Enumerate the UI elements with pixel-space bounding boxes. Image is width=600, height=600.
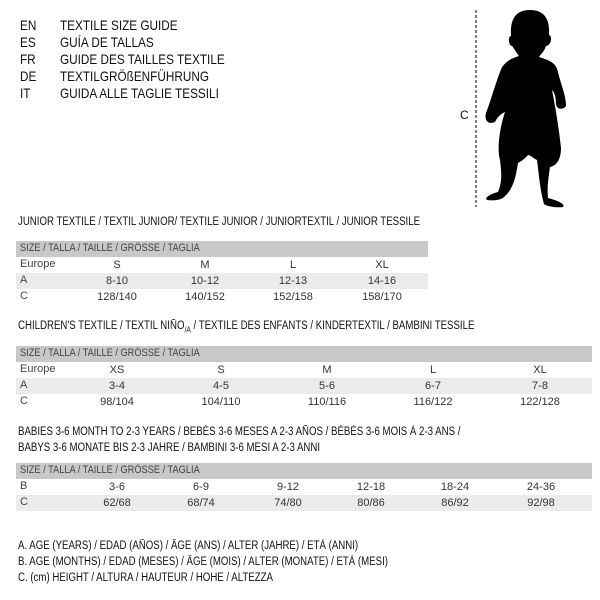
table-cell: 8-10 — [105, 275, 129, 287]
table-cell: 92/98 — [527, 497, 555, 509]
size-header-label: SIZE / TALLA / TAILLE / GRÖSSE / TAGLIA — [20, 464, 200, 476]
table-cell: 3-4 — [109, 380, 125, 392]
table-cell: 9-12 — [276, 481, 300, 493]
table-cell: 24-36 — [526, 481, 556, 493]
language-code: FR — [20, 51, 36, 67]
language-title: TEXTILE SIZE GUIDE — [60, 17, 178, 33]
table-cell: 152/158 — [273, 291, 313, 303]
table-cell: 80/86 — [357, 497, 385, 509]
junior-title: JUNIOR TEXTILE / TEXTIL JUNIOR/ TEXTILE … — [18, 216, 421, 228]
table-cell: S — [217, 364, 225, 376]
table-cell: XS — [109, 364, 125, 376]
table-cell: M — [322, 364, 332, 376]
table-row: Europe S M L XL — [16, 257, 428, 273]
table-cell: 5-6 — [319, 380, 335, 392]
size-header-row: SIZE / TALLA / TAILLE / GRÖSSE / TAGLIA — [16, 241, 428, 257]
row-label: B — [20, 480, 28, 492]
row-label: A — [20, 379, 28, 391]
children-title: CHILDREN'S TEXTILE / TEXTIL NIÑO/A / TEX… — [18, 320, 475, 335]
table-cell: 128/140 — [97, 291, 137, 303]
row-label: Europe — [20, 258, 56, 270]
table-cell: 68/74 — [187, 497, 215, 509]
babies-title-line1: BABIES 3-6 MONTH TO 2-3 YEARS / BEBÉS 3-… — [18, 426, 461, 438]
babies-title-line2: BABYS 3-6 MONATE BIS 2-3 JAHRE / BAMBINI… — [18, 442, 321, 454]
language-code: IT — [20, 85, 31, 101]
table-cell: M — [200, 259, 210, 271]
table-cell: 86/92 — [441, 497, 469, 509]
table-cell: 122/128 — [520, 396, 560, 408]
size-header-row: SIZE / TALLA / TAILLE / GRÖSSE / TAGLIA — [16, 346, 592, 362]
table-row: A 8-10 10-12 12-13 14-16 — [16, 273, 428, 289]
size-header-label: SIZE / TALLA / TAILLE / GRÖSSE / TAGLIA — [20, 347, 200, 359]
table-cell: L — [429, 364, 437, 376]
language-title: GUIDA ALLE TAGLIE TESSILI — [60, 85, 219, 101]
table-cell: 12-18 — [356, 481, 386, 493]
table-row: A 3-4 4-5 5-6 6-7 7-8 — [16, 378, 592, 394]
language-code: EN — [20, 17, 37, 33]
table-cell: 14-16 — [367, 275, 397, 287]
language-title: GUÍA DE TALLAS — [60, 34, 154, 50]
table-cell: XL — [533, 364, 547, 376]
table-cell: 140/152 — [185, 291, 225, 303]
language-code: DE — [20, 68, 37, 84]
table-cell: 62/68 — [103, 497, 131, 509]
table-cell: 116/122 — [413, 396, 453, 408]
language-title: TEXTILGRÖßENFÜHRUNG — [60, 68, 209, 84]
row-label: C — [20, 395, 28, 407]
table-cell: 10-12 — [190, 275, 220, 287]
junior-size-table: SIZE / TALLA / TAILLE / GRÖSSE / TAGLIA E… — [16, 241, 428, 305]
height-label: C — [460, 108, 469, 122]
legend-c: C. (cm) HEIGHT / ALTURA / HAUTEUR / HÖHE… — [18, 572, 273, 584]
babies-size-table: SIZE / TALLA / TAILLE / GRÖSSE / TAGLIA B… — [16, 463, 592, 511]
table-cell: 12-13 — [278, 275, 308, 287]
table-cell: XL — [375, 259, 389, 271]
table-cell: 110/116 — [307, 396, 347, 408]
table-cell: 6-7 — [425, 380, 441, 392]
table-cell: 74/80 — [274, 497, 302, 509]
legend-b: B. AGE (MONTHS) / EDAD (MESES) / ÂGE (MO… — [18, 556, 388, 568]
row-label: C — [20, 290, 28, 302]
table-row: C 128/140 140/152 152/158 158/170 — [16, 289, 428, 305]
table-cell: 98/104 — [100, 396, 134, 408]
size-header-label: SIZE / TALLA / TAILLE / GRÖSSE / TAGLIA — [20, 242, 200, 254]
row-label: A — [20, 274, 28, 286]
table-row: C 98/104 104/110 110/116 116/122 122/128 — [16, 394, 592, 410]
language-code: ES — [20, 34, 36, 50]
table-cell: 158/170 — [362, 291, 402, 303]
table-cell: 3-6 — [109, 481, 125, 493]
table-cell: S — [113, 259, 121, 271]
table-cell: 18-24 — [440, 481, 470, 493]
row-label: Europe — [20, 363, 56, 375]
baby-silhouette-icon — [485, 10, 566, 208]
table-cell: 4-5 — [213, 380, 229, 392]
language-title: GUIDE DES TAILLES TEXTILE — [60, 51, 225, 67]
children-size-table: SIZE / TALLA / TAILLE / GRÖSSE / TAGLIA E… — [16, 346, 592, 410]
table-row: Europe XS S M L XL — [16, 362, 592, 378]
baby-silhouette-figure — [475, 10, 566, 208]
table-row: B 3-6 6-9 9-12 12-18 18-24 24-36 — [16, 479, 592, 495]
size-header-row: SIZE / TALLA / TAILLE / GRÖSSE / TAGLIA — [16, 463, 592, 479]
legend-a: A. AGE (YEARS) / EDAD (AÑOS) / ÂGE (ANS)… — [18, 540, 359, 552]
table-cell: L — [289, 259, 297, 271]
table-row: C 62/68 68/74 74/80 80/86 86/92 92/98 — [16, 495, 592, 511]
table-cell: 6-9 — [193, 481, 209, 493]
table-cell: 104/110 — [201, 396, 241, 408]
table-cell: 7-8 — [532, 380, 548, 392]
row-label: C — [20, 496, 28, 508]
